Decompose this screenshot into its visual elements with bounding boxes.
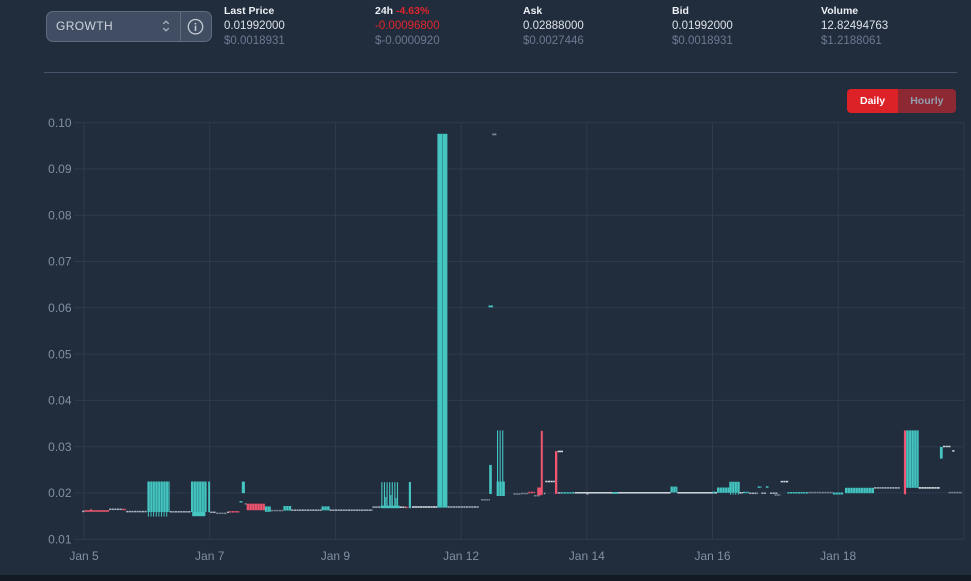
svg-text:0.09: 0.09 [48, 162, 72, 176]
svg-text:Jan 7: Jan 7 [195, 549, 225, 563]
svg-text:Jan 12: Jan 12 [443, 549, 479, 563]
svg-text:0.05: 0.05 [48, 347, 72, 361]
svg-text:Jan 14: Jan 14 [569, 549, 605, 563]
svg-text:Jan 18: Jan 18 [820, 549, 856, 563]
svg-text:0.08: 0.08 [48, 209, 72, 223]
svg-text:0.07: 0.07 [48, 255, 72, 269]
svg-text:Jan 16: Jan 16 [694, 549, 730, 563]
svg-text:0.02: 0.02 [48, 486, 72, 500]
svg-text:0.03: 0.03 [48, 440, 72, 454]
svg-text:Jan 9: Jan 9 [321, 549, 351, 563]
svg-text:0.01: 0.01 [48, 532, 72, 546]
svg-text:Jan 5: Jan 5 [69, 549, 99, 563]
svg-text:0.10: 0.10 [48, 116, 72, 130]
svg-text:0.06: 0.06 [48, 301, 72, 315]
svg-text:0.04: 0.04 [48, 394, 72, 408]
